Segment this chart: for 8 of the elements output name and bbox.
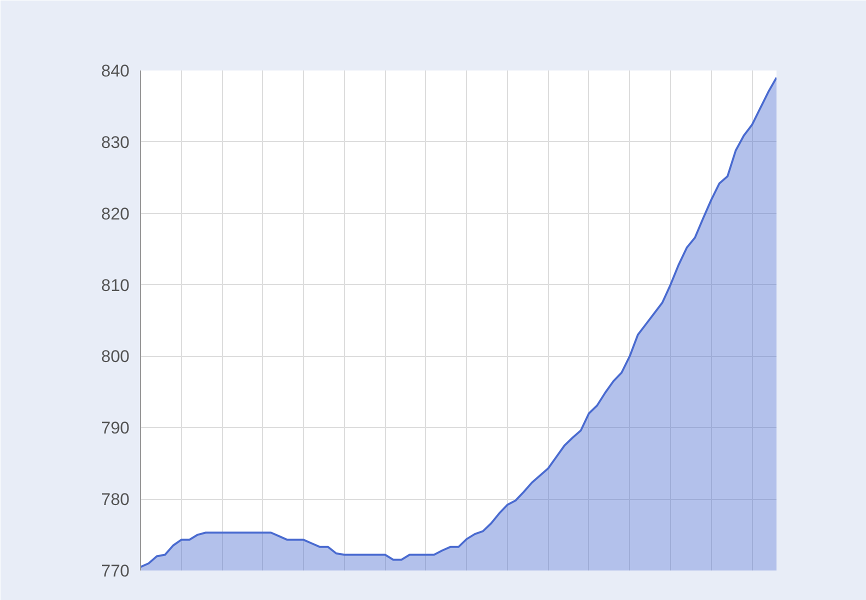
y-tick-label: 790 [101,418,130,438]
y-tick-label: 840 [101,62,130,80]
y-tick-label: 780 [101,490,130,510]
y-tick-label: 770 [101,562,130,580]
y-tick-label: 830 [101,132,130,152]
y-tick-label: 800 [101,347,130,366]
y-tick-label: 810 [101,276,130,295]
y-tick-label: 820 [101,204,130,224]
